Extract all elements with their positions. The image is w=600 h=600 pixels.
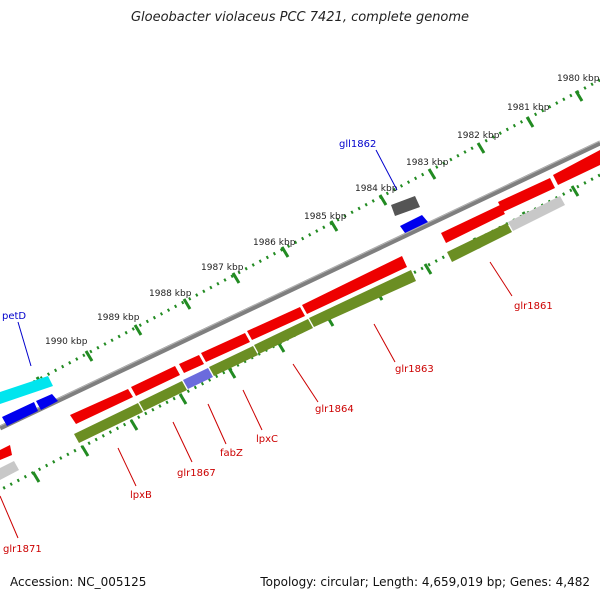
gene-glr1860[interactable] xyxy=(508,196,565,231)
gene-labels: gll1862 petD glr1861 glr1863 glr1864 lpx… xyxy=(2,139,553,555)
gene-lpxC[interactable] xyxy=(209,346,258,376)
forward-cds-track xyxy=(0,150,600,460)
reverse-feature-track xyxy=(0,196,428,426)
gene-glr1861[interactable] xyxy=(447,223,512,262)
gene-label-glr1867[interactable]: glr1867 xyxy=(177,468,216,479)
gene-glr1863[interactable] xyxy=(309,270,416,327)
gene-label-fabZ[interactable]: fabZ xyxy=(220,448,243,459)
tick-label: 1984 kbp xyxy=(355,184,398,194)
ruler-labels: 1980 kbp 1981 kbp 1982 kbp 1983 kbp 1984… xyxy=(45,74,600,347)
cds-glr1860-fwd[interactable] xyxy=(498,178,555,212)
cds-glr1867-fwd[interactable] xyxy=(131,366,180,396)
tick-label: 1990 kbp xyxy=(45,337,88,347)
gene-lpxB[interactable] xyxy=(74,403,143,443)
tick-label: 1987 kbp xyxy=(201,263,244,273)
gene-fabZ[interactable] xyxy=(183,368,213,389)
tick-label: 1982 kbp xyxy=(457,131,500,141)
tick-label: 1980 kbp xyxy=(557,74,600,84)
tick-label: 1985 kbp xyxy=(304,212,347,222)
gene-label-glr1863[interactable]: glr1863 xyxy=(395,364,434,375)
backbone-highlight xyxy=(0,140,600,427)
cds-edge-fwd[interactable] xyxy=(553,150,600,185)
gene-label-glr1871[interactable]: glr1871 xyxy=(3,544,42,555)
gene-label-lpxC[interactable]: lpxC xyxy=(256,434,278,445)
leader-lines xyxy=(0,149,513,539)
gene-label-lpxB[interactable]: lpxB xyxy=(130,490,152,501)
leader-glr1861 xyxy=(489,261,513,297)
cds-fabZ-fwd[interactable] xyxy=(179,355,204,373)
accession-label: Accession: NC_005125 xyxy=(10,575,147,589)
gene-track xyxy=(0,196,565,480)
gene-label-gll1862[interactable]: gll1862 xyxy=(339,139,376,150)
feature-gll1862-blue[interactable] xyxy=(400,215,428,233)
feature-petD-blue-1[interactable] xyxy=(2,402,38,426)
tick-label: 1988 kbp xyxy=(149,289,192,299)
cds-glr1864-fwd[interactable] xyxy=(247,307,305,340)
genome-summary: Topology: circular; Length: 4,659,019 bp… xyxy=(260,575,590,589)
gene-glr1864[interactable] xyxy=(254,319,313,354)
cds-glr1871-fwd[interactable] xyxy=(0,445,12,460)
feature-petD-blue-2[interactable] xyxy=(36,394,58,410)
page-title: Gloeobacter violaceus PCC 7421, complete… xyxy=(130,10,470,25)
cds-glr1863-fwd[interactable] xyxy=(302,256,407,314)
cds-lpxB-fwd[interactable] xyxy=(70,389,133,424)
outer-major-ticks xyxy=(35,90,584,388)
outer-ruler xyxy=(0,78,600,402)
gene-label-glr1864[interactable]: glr1864 xyxy=(315,404,354,415)
leader-glr1871 xyxy=(0,495,19,539)
gene-edge-left[interactable] xyxy=(0,461,19,480)
leader-lpxC xyxy=(242,389,263,431)
leader-gll1862 xyxy=(375,149,398,191)
leader-glr1864 xyxy=(292,363,319,403)
cds-glr1861-fwd[interactable] xyxy=(441,205,505,243)
tick-label: 1981 kbp xyxy=(507,103,550,113)
gene-label-petD[interactable]: petD xyxy=(2,311,26,322)
leader-glr1867 xyxy=(172,421,193,463)
feature-petD-cyan[interactable] xyxy=(0,376,53,404)
leader-glr1863 xyxy=(373,323,396,363)
gene-glr1867[interactable] xyxy=(139,381,187,411)
tick-label: 1983 kbp xyxy=(406,158,449,168)
tick-label: 1986 kbp xyxy=(253,238,296,248)
gene-label-glr1861[interactable]: glr1861 xyxy=(514,301,553,312)
leader-lpxB xyxy=(117,447,137,487)
feature-gll1862-grey[interactable] xyxy=(391,196,420,216)
leader-fabZ xyxy=(207,403,227,445)
cds-lpxC-fwd[interactable] xyxy=(201,333,250,362)
leader-petD xyxy=(17,321,32,367)
genome-backbone xyxy=(0,140,600,431)
tick-label: 1989 kbp xyxy=(97,313,140,323)
